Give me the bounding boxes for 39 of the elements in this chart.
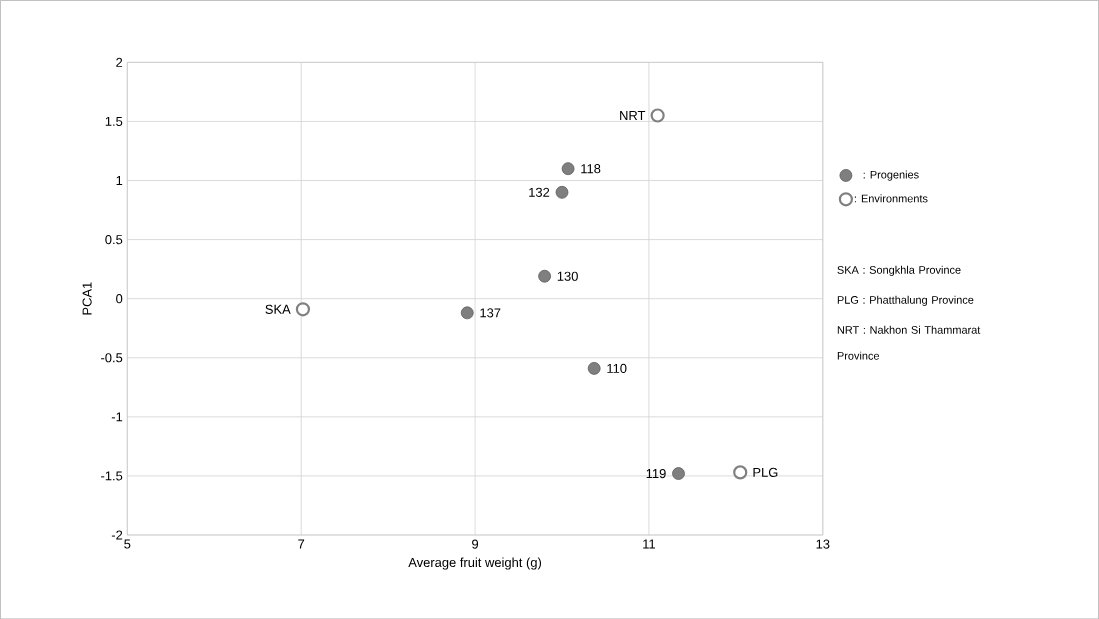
point — [672, 466, 685, 480]
text: SKA : Songkhla Province — [837, 265, 961, 276]
legend-label: : Environments — [854, 194, 928, 203]
annotation: PLG — [753, 467, 778, 477]
y-axis-title: PCA1 — [82, 282, 92, 315]
y-tick-label: 0 — [116, 293, 123, 304]
point — [587, 361, 601, 375]
point — [733, 465, 748, 480]
x-tick-label: 9 — [472, 539, 479, 549]
annotation: 137 — [480, 308, 501, 318]
point — [295, 302, 311, 317]
x-tick-label: 7 — [298, 539, 305, 549]
y-tick-label: 1.5 — [105, 116, 123, 126]
y-tick-label: -1.5 — [101, 471, 123, 481]
annotation: SKA — [265, 304, 291, 314]
annotation: 119 — [646, 468, 666, 478]
annotation: 110 — [607, 363, 627, 373]
x-axis-title: Average fruit weight (g) — [408, 557, 542, 570]
annotation: 118 — [581, 163, 601, 174]
text: NRT : Nakhon Si Thammarat Province — [837, 325, 981, 360]
x-tick-label: 5 — [124, 539, 131, 549]
point — [460, 306, 474, 320]
point — [538, 269, 552, 283]
point — [555, 185, 569, 199]
y-tick-label: -1 — [111, 412, 123, 422]
y-tick-label: -0.5 — [101, 353, 123, 363]
text: PLG : Phatthalung Province — [837, 295, 974, 306]
point — [561, 162, 575, 175]
annotation: 132 — [529, 187, 550, 197]
annotation: NRT — [620, 110, 646, 120]
y-tick-label: 2 — [116, 57, 123, 67]
legend-label: : Progenies — [863, 170, 919, 181]
point — [650, 108, 665, 123]
y-tick-label: -2 — [111, 530, 123, 540]
y-tick-label: 0.5 — [105, 234, 123, 244]
x-tick-label: 11 — [643, 539, 656, 549]
annotation: 130 — [557, 271, 578, 281]
y-tick-label: 1 — [116, 175, 123, 185]
x-tick-label: 13 — [816, 539, 830, 549]
